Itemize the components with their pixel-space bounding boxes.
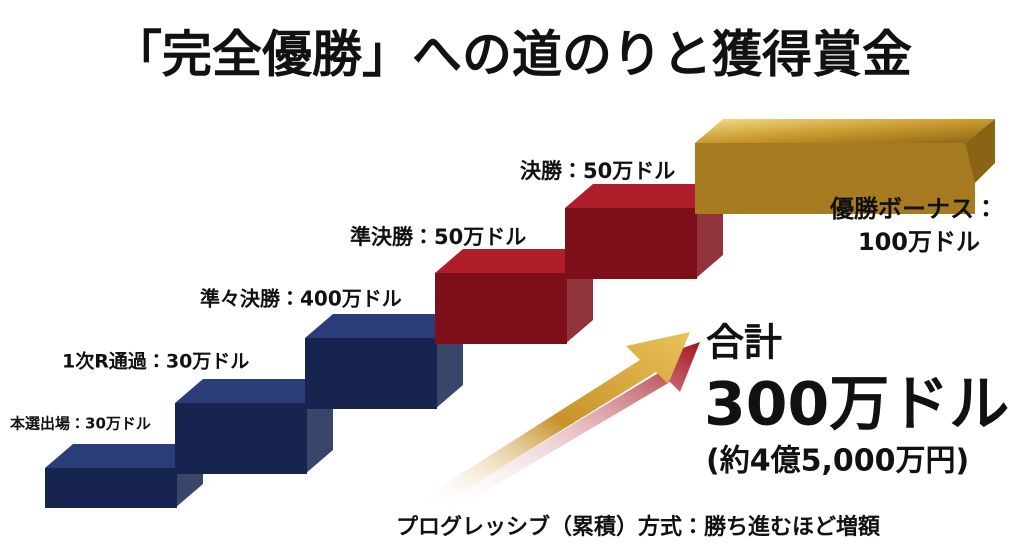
step-top [435,249,593,273]
platform-front [695,143,975,214]
step-front [175,403,307,474]
staircase [45,119,995,508]
title: 「完全優勝」への道のりと獲得賞金 [112,26,912,84]
step-label: 準々決勝：400万ドル [200,287,402,311]
step-top [45,444,203,468]
step-label: 準決勝：50万ドル [350,225,526,249]
bonus-amount: 100万ドル [858,228,980,256]
step-top [305,314,463,338]
step-label: 決勝：50万ドル [520,159,675,183]
step-front [305,338,437,409]
step-label: 1次R通過：30万ドル [62,350,249,373]
step-front [565,208,697,279]
step-label: 本選出場：30万ドル [9,415,151,433]
total-yen: (約4億5,000万円) [706,444,969,479]
footer-note: プログレッシブ（累積）方式：勝ち進むほど増額 [396,514,881,540]
total-amount: 300万ドル [704,370,1009,440]
step-top [175,379,333,403]
total-label: 合計 [706,321,782,365]
bonus-label: 優勝ボーナス： [829,195,998,223]
arrow-body [420,332,690,505]
step-top [565,184,723,208]
step-front [435,273,567,344]
platform-side [965,119,995,183]
arrow [420,332,700,512]
platform-top [695,119,995,143]
step-front [45,468,177,508]
